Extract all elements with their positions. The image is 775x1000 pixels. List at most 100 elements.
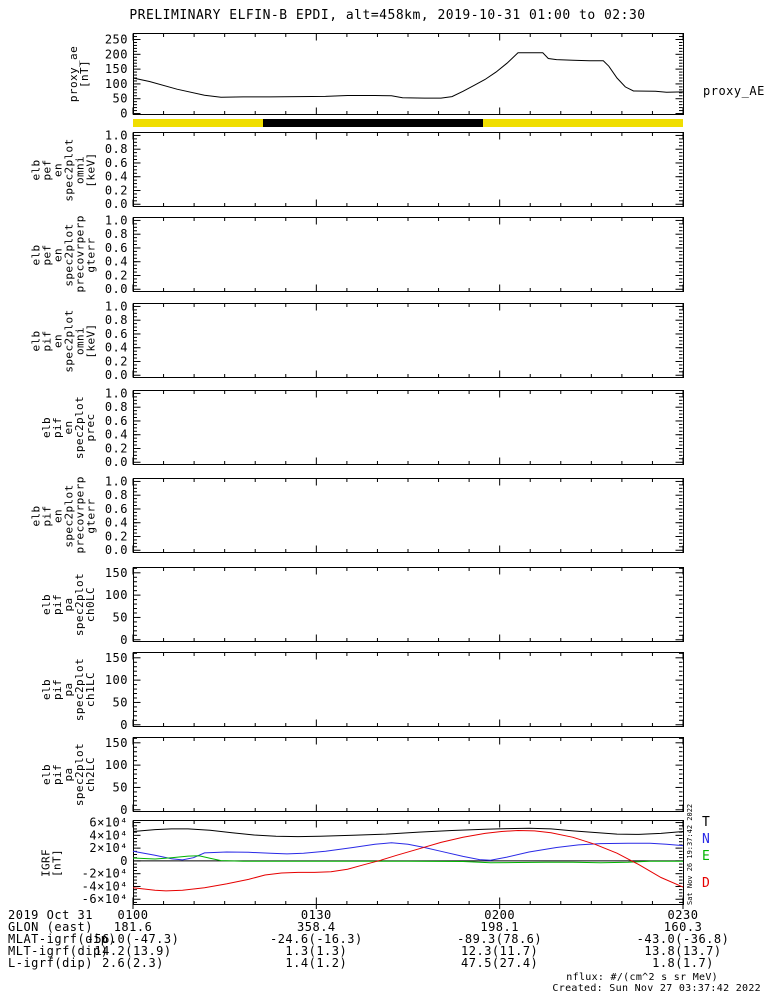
panel-pef-en-omni-ylabel: elb pef en spec2plot omni [keV]	[29, 137, 97, 202]
panel-frame	[133, 478, 684, 553]
panel-pif-en-precovrperp-gterr-plot: 0.00.20.40.60.81.0	[105, 474, 684, 557]
ytick-label: -4×10⁴	[82, 879, 128, 893]
panel-proxy-ae-ylabel: proxy_ae [nT]	[67, 45, 91, 103]
ytick-label: 1.0	[105, 386, 128, 400]
panel-pif-pa-ch0lc-plot: 0 50 100 150	[105, 566, 684, 647]
axis-row-value: -43.0(-36.8)	[636, 932, 730, 946]
ytick-label: 0.4	[105, 428, 128, 442]
ytick-label: 1.0	[105, 128, 128, 142]
ytick-label: -6×10⁴	[82, 892, 128, 906]
orbit-status-bar	[133, 119, 683, 127]
ytick-label: 50	[113, 92, 128, 106]
legend-item-E: E	[702, 849, 710, 864]
panel-frame	[133, 303, 684, 378]
ytick-label: 0	[120, 803, 128, 817]
orbit-segment	[133, 119, 264, 127]
ytick-label: 0.6	[105, 241, 128, 255]
ytick-label: 1.0	[105, 474, 128, 488]
ytick-label: 0.4	[105, 170, 128, 184]
ytick-label: 50	[113, 780, 128, 794]
axis-row-label: 2019 Oct 31	[8, 908, 93, 922]
axis-row-value: -56.0(-47.3)	[86, 932, 180, 946]
panel-frame	[133, 33, 684, 115]
ytick-label: 0.8	[105, 313, 128, 327]
ytick-label: 0.0	[105, 282, 128, 296]
panel-pif-en-prec-ylabel: elb pif en spec2plot prec	[40, 395, 97, 460]
nflux-units-note: nflux: #/(cm^2 s sr MeV)	[566, 972, 718, 983]
ytick-label: 0.0	[105, 197, 128, 211]
panel-frame	[133, 217, 684, 292]
orbit-segment	[263, 119, 484, 127]
panel-pif-en-omni-ylabel: elb pif en spec2plot omni [keV]	[29, 308, 97, 373]
ytick-label: 0	[120, 107, 128, 121]
axis-row-value: 181.6	[113, 920, 153, 934]
ytick-label: 0.2	[105, 268, 128, 282]
ytick-label: 0.8	[105, 400, 128, 414]
panel-pef-en-precovrperp-gterr-plot: 0.00.20.40.60.81.0	[105, 213, 684, 296]
axis-row-value: 0130	[300, 908, 332, 922]
panel-igrf-ylabel: IGRF [nT]	[39, 848, 63, 877]
ytick-label: 150	[105, 62, 128, 76]
series-D	[132, 829, 684, 892]
panel-pif-pa-ch1lc-plot: 0 50 100 150	[105, 651, 684, 732]
axis-row-value: 1.4(1.2)	[285, 956, 348, 970]
panel-pif-pa-ch2lc-plot: 0 50 100 150	[105, 736, 684, 817]
series-T	[132, 827, 684, 838]
created-timestamp: Created: Sun Nov 27 03:37:42 2022	[552, 983, 761, 994]
panel-pif-en-omni-plot: 0.00.20.40.60.81.0	[105, 299, 684, 382]
ytick-label: 0.6	[105, 414, 128, 428]
ytick-label: 0.2	[105, 441, 128, 455]
ytick-label: 50	[113, 695, 128, 709]
axis-row-value: 2.6(2.3)	[102, 956, 164, 970]
ytick-label: 0.8	[105, 227, 128, 241]
axis-row-label: GLON (east)	[8, 920, 93, 934]
ytick-label: 0.2	[105, 354, 128, 368]
axis-row-value: 47.5(27.4)	[461, 956, 539, 970]
axis-row-value: 198.1	[480, 920, 519, 934]
ytick-label: 2×10⁴	[89, 841, 128, 855]
ytick-label: 0.2	[105, 529, 128, 543]
ytick-label: 150	[105, 736, 128, 750]
series-E	[132, 855, 683, 864]
ytick-label: 0.0	[105, 543, 128, 557]
panel-pif-en-prec-plot: 0.00.20.40.60.81.0	[105, 386, 684, 469]
axis-row-value: 160.3	[663, 920, 703, 934]
panel-pif-pa-ch1lc-ylabel: elb pif pa spec2plot ch1LC	[40, 657, 97, 722]
legend-item-N: N	[702, 832, 710, 847]
ytick-label: 0.0	[105, 368, 128, 382]
ytick-label: -2×10⁴	[82, 867, 128, 881]
axis-row-value: 1.8(1.7)	[652, 956, 714, 970]
panel-frame	[133, 652, 684, 727]
axis-row-label: L-igrf(dip)	[8, 956, 93, 970]
ytick-label: 0.2	[105, 183, 128, 197]
panel-frame	[133, 737, 684, 812]
plot-title: PRELIMINARY ELFIN-B EPDI, alt=458km, 201…	[129, 8, 646, 23]
panel-frame	[133, 567, 684, 642]
axis-row-value: -89.3(78.6)	[457, 932, 543, 946]
axis-row-value: 12.3(11.7)	[461, 944, 539, 958]
ytick-label: 0.8	[105, 488, 128, 502]
ytick-label: 0.8	[105, 142, 128, 156]
ytick-label: 1.0	[105, 213, 128, 227]
ytick-label: 1.0	[105, 299, 128, 313]
proxy-ae-right-label: proxy_AE	[703, 84, 765, 98]
axis-row-label: MLT-igrf(dip)	[8, 944, 109, 958]
ytick-label: 100	[105, 77, 128, 91]
ytick-label: 100	[105, 758, 128, 772]
axis-row-value: 14.2(13.9)	[94, 944, 172, 958]
legend-item-D: D	[702, 876, 710, 891]
axis-row-value: 0230	[667, 908, 699, 922]
ytick-label: 200	[105, 47, 128, 61]
ytick-label: 0.6	[105, 156, 128, 170]
ytick-label: 6×10⁴	[89, 816, 128, 830]
ytick-label: 0	[120, 633, 128, 647]
ytick-label: 0	[120, 718, 128, 732]
panel-frame	[133, 390, 684, 465]
ytick-label: 250	[105, 33, 128, 47]
ytick-label: 150	[105, 651, 128, 665]
ytick-label: 100	[105, 673, 128, 687]
panel-pif-en-precovrperp-gterr-ylabel: elb pif en spec2plot precovrperp gterr	[29, 475, 97, 553]
axis-row-label: MLAT-igrf(dip)	[8, 932, 117, 946]
